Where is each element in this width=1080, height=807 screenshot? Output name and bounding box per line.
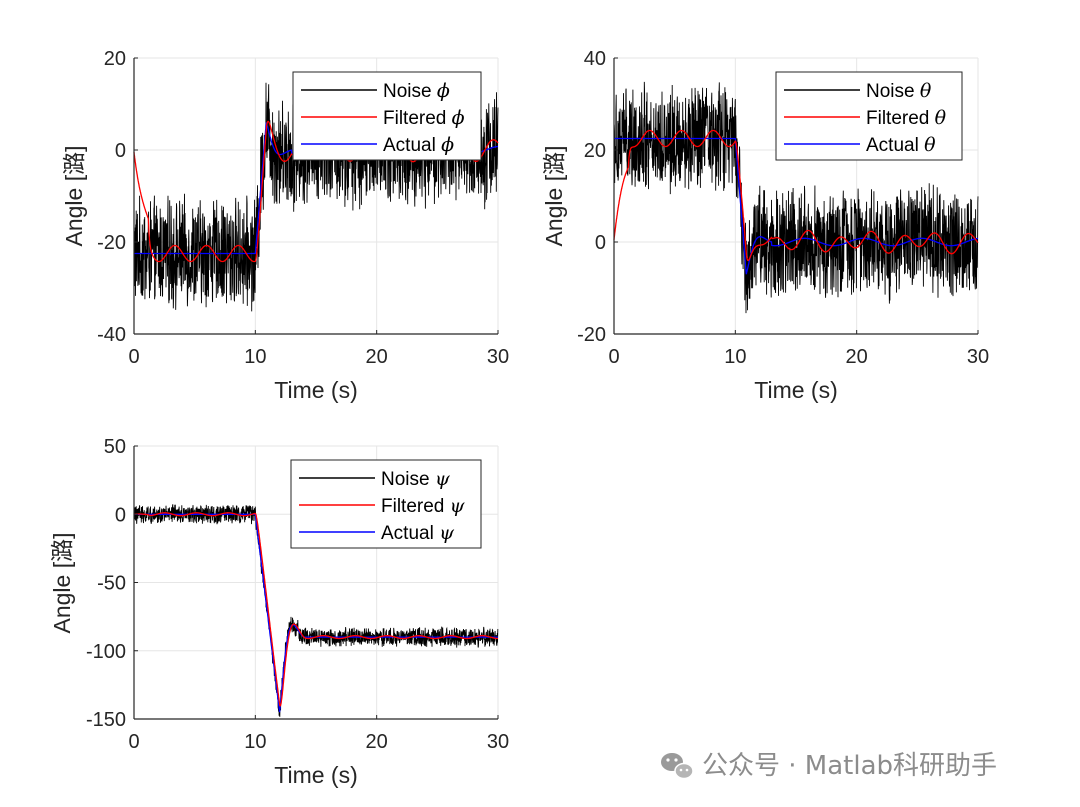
x-axis-label: Time (s): [754, 377, 837, 403]
y-axis-label: Angle [潞]: [49, 533, 75, 634]
x-tick-label: 10: [244, 346, 266, 368]
legend-entry: Actual ϕ: [383, 134, 454, 156]
x-tick-label: 10: [244, 731, 266, 753]
legend-entry: Actual θ: [866, 134, 936, 156]
y-axis-label: Angle [潞]: [61, 146, 87, 247]
legend-box: [775, 71, 963, 161]
plot-psi: 0 10 20 30 -150 -100 -50 0 50 Time (s) Angle [潞] No…: [49, 436, 509, 788]
x-tick-label: 0: [128, 346, 139, 368]
y-tick-label: -100: [86, 641, 126, 663]
watermark-text: 公众号 · Matlab科研助手: [702, 751, 997, 781]
legend-entry: Noise ψ: [381, 468, 451, 490]
y-tick-label: -40: [97, 324, 126, 346]
legend-entry: Actual ψ: [381, 522, 455, 544]
legend-entry: Noise θ: [866, 80, 932, 102]
y-tick-label: 0: [115, 140, 126, 162]
y-tick-label: 40: [584, 48, 606, 70]
x-tick-label: 0: [608, 346, 619, 368]
x-tick-label: 10: [724, 346, 746, 368]
series-lines: [133, 504, 499, 717]
x-axis-label: Time (s): [274, 377, 357, 403]
legend: Noise ϕ Filtered ϕ Actual ϕ: [292, 71, 482, 161]
x-tick-label: 30: [487, 731, 509, 753]
legend: Noise ψ Filtered ψ Actual ψ: [290, 459, 482, 549]
legend-entry: Noise ϕ: [383, 80, 450, 102]
series-line-filtered: [134, 512, 498, 707]
x-tick-label: 30: [967, 346, 989, 368]
y-tick-label: 50: [104, 436, 126, 458]
x-tick-label: 20: [366, 346, 388, 368]
x-axis-label: Time (s): [274, 762, 357, 788]
legend-entry: Filtered ϕ: [383, 107, 465, 129]
y-tick-label: 20: [104, 48, 126, 70]
legend-entry: Filtered θ: [866, 107, 947, 129]
legend-entry: Filtered ψ: [381, 495, 466, 517]
legend-box: [292, 71, 482, 161]
legend: Noise θ Filtered θ Actual θ: [775, 71, 963, 161]
x-tick-label: 30: [487, 346, 509, 368]
series-line-noise: [613, 81, 979, 314]
watermark: 公众号 · Matlab科研助手: [661, 751, 997, 781]
series-line-filtered: [613, 129, 979, 262]
x-tick-label: 20: [846, 346, 868, 368]
series-lines: [613, 81, 979, 314]
x-tick-label: 0: [128, 731, 139, 753]
wechat-icon: [661, 753, 694, 780]
x-tick-label: 20: [366, 731, 388, 753]
y-tick-label: 0: [595, 232, 606, 254]
y-tick-label: -150: [86, 709, 126, 731]
y-tick-label: -20: [577, 324, 606, 346]
plot-phi: 0 10 20 30 -40 -20 0 20 Time (s) Angle [潞] Noise ϕ…: [61, 48, 509, 403]
y-tick-label: 0: [115, 504, 126, 526]
y-axis-label: Angle [潞]: [541, 146, 567, 247]
y-tick-label: -20: [97, 232, 126, 254]
y-tick-label: 20: [584, 140, 606, 162]
legend-box: [290, 459, 482, 549]
series-line-noise: [133, 504, 499, 717]
series-line-actual: [614, 137, 978, 275]
y-tick-label: -50: [97, 573, 126, 595]
